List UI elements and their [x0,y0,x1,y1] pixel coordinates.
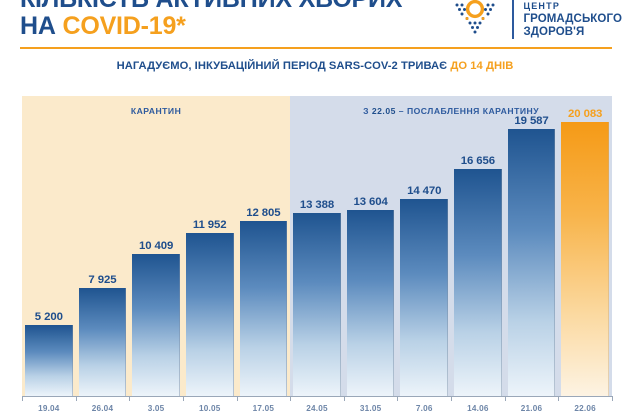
bar-21.06[interactable] [507,128,556,396]
logo-divider [512,0,515,39]
bar-24.05[interactable] [293,213,341,396]
bar-value-label: 19 587 [514,114,549,127]
title-plain: НА [20,12,63,40]
x-axis-label: 7.06 [415,404,433,413]
band-eased-prefix: З [363,106,372,116]
bar-slot: 14 470 [400,96,449,396]
x-tick [22,396,23,401]
bar-31.05[interactable] [346,210,395,396]
bar-19.04[interactable] [25,325,73,396]
bar-value-label: 12 805 [246,207,281,220]
header: КІЛЬКІСТЬ АКТИВНИХ ХВОРИХ НА COVID-19* [0,0,630,47]
x-tick [397,396,399,401]
org-line-2: ЗДОРОВ'Я [523,25,585,38]
bar-3.05[interactable] [132,254,180,396]
x-tick [612,396,613,401]
subtitle: НАГАДУЄМО, ІНКУБАЦІЙНИЙ ПЕРІОД SARS-COV-… [0,60,630,72]
band-quarantine-text: КАРАНТИН [130,106,182,116]
bar-26.04[interactable] [78,287,127,396]
bar-7.06[interactable] [400,198,449,396]
bar-slot: 11 952 [185,96,234,396]
x-axis-line [22,396,612,397]
bar-slot: 5 200 [25,96,73,396]
bar-17.05[interactable] [239,221,288,396]
organization-logo: ЦЕНТР ГРОМАДСЬКОГО ЗДОРОВ'Я [447,0,622,42]
x-axis-label: 26.04 [91,404,114,413]
x-axis-label: 19.04 [38,404,60,413]
x-tick [129,396,131,401]
bar-slot: 13 604 [346,96,395,396]
x-axis-label: 31.05 [359,404,382,413]
bar-slot: 10 409 [132,96,180,396]
bar-slot: 7 925 [78,96,127,396]
x-tick [290,396,292,401]
x-tick [504,396,506,401]
x-tick [343,396,345,401]
bar-14.06[interactable] [454,168,502,396]
x-tick [451,396,453,401]
page-title: КІЛЬКІСТЬ АКТИВНИХ ХВОРИХ НА COVID-19* [20,0,440,40]
bar-10.05[interactable] [185,232,234,396]
x-axis-label: 17.05 [252,404,275,413]
bar-value-label: 20 083 [568,108,603,120]
subtitle-accent: ДО 14 ДНІВ [450,60,514,72]
bar-series: 5 200 7 925 10 409 11 952 12 805 13 388 13 604… [22,96,612,396]
x-axis-label: 24.05 [306,404,328,413]
bar-slot: 20 083 [561,96,609,396]
title-line-2: НА COVID-19* [20,13,440,40]
x-tick [182,396,184,401]
x-axis-label: 14.06 [467,404,489,413]
bar-value-label: 10 409 [138,240,174,252]
bar-value-label: 7 925 [88,273,117,286]
band-eased: З 22.05 – ПОСЛАБЛЕННЯ КАРАНТИНУ [290,96,612,396]
bar-slot: 13 388 [293,96,341,396]
public-health-center-dots-logo-icon [455,0,495,34]
org-tiny: ЦЕНТР [523,0,561,11]
band-eased-date: 22.05 [371,106,396,116]
bar-slot: 16 656 [454,96,502,396]
bar-value-label: 14 470 [407,184,442,197]
bar-value-label: 16 656 [460,154,496,167]
bar-chart: КАРАНТИН З 22.05 – ПОСЛАБЛЕННЯ КАРАНТИНУ… [22,96,612,396]
organization-name: ЦЕНТР ГРОМАДСЬКОГО ЗДОРОВ'Я [523,0,622,39]
x-tick [236,396,238,401]
x-axis-label: 3.05 [147,404,165,413]
header-divider [20,47,612,49]
title-line-1: КІЛЬКІСТЬ АКТИВНИХ ХВОРИХ [20,0,440,13]
bar-value-label: 11 952 [192,218,227,231]
x-tick [558,396,560,401]
subtitle-plain: НАГАДУЄМО, ІНКУБАЦІЙНИЙ ПЕРІОД SARS-COV-… [116,60,451,72]
band-eased-label: З 22.05 – ПОСЛАБЛЕННЯ КАРАНТИНУ [290,106,612,116]
band-quarantine-label: КАРАНТИН [22,106,290,116]
x-axis-label: 21.06 [520,404,543,413]
bar-22.06[interactable] [561,122,609,396]
bar-value-label: 13 388 [299,199,335,212]
band-eased-suffix: – ПОСЛАБЛЕННЯ КАРАНТИНУ [395,106,540,116]
bar-slot: 12 805 [239,96,288,396]
title-accent: COVID-19* [62,12,186,40]
bar-value-label: 5 200 [34,311,63,324]
org-line-1: ГРОМАДСЬКОГО [523,12,622,25]
x-tick [75,396,77,401]
bar-slot: 19 587 [507,96,556,396]
x-axis-label: 10.05 [198,404,221,413]
bar-value-label: 13 604 [353,196,388,209]
x-axis-label: 22.06 [574,404,596,413]
